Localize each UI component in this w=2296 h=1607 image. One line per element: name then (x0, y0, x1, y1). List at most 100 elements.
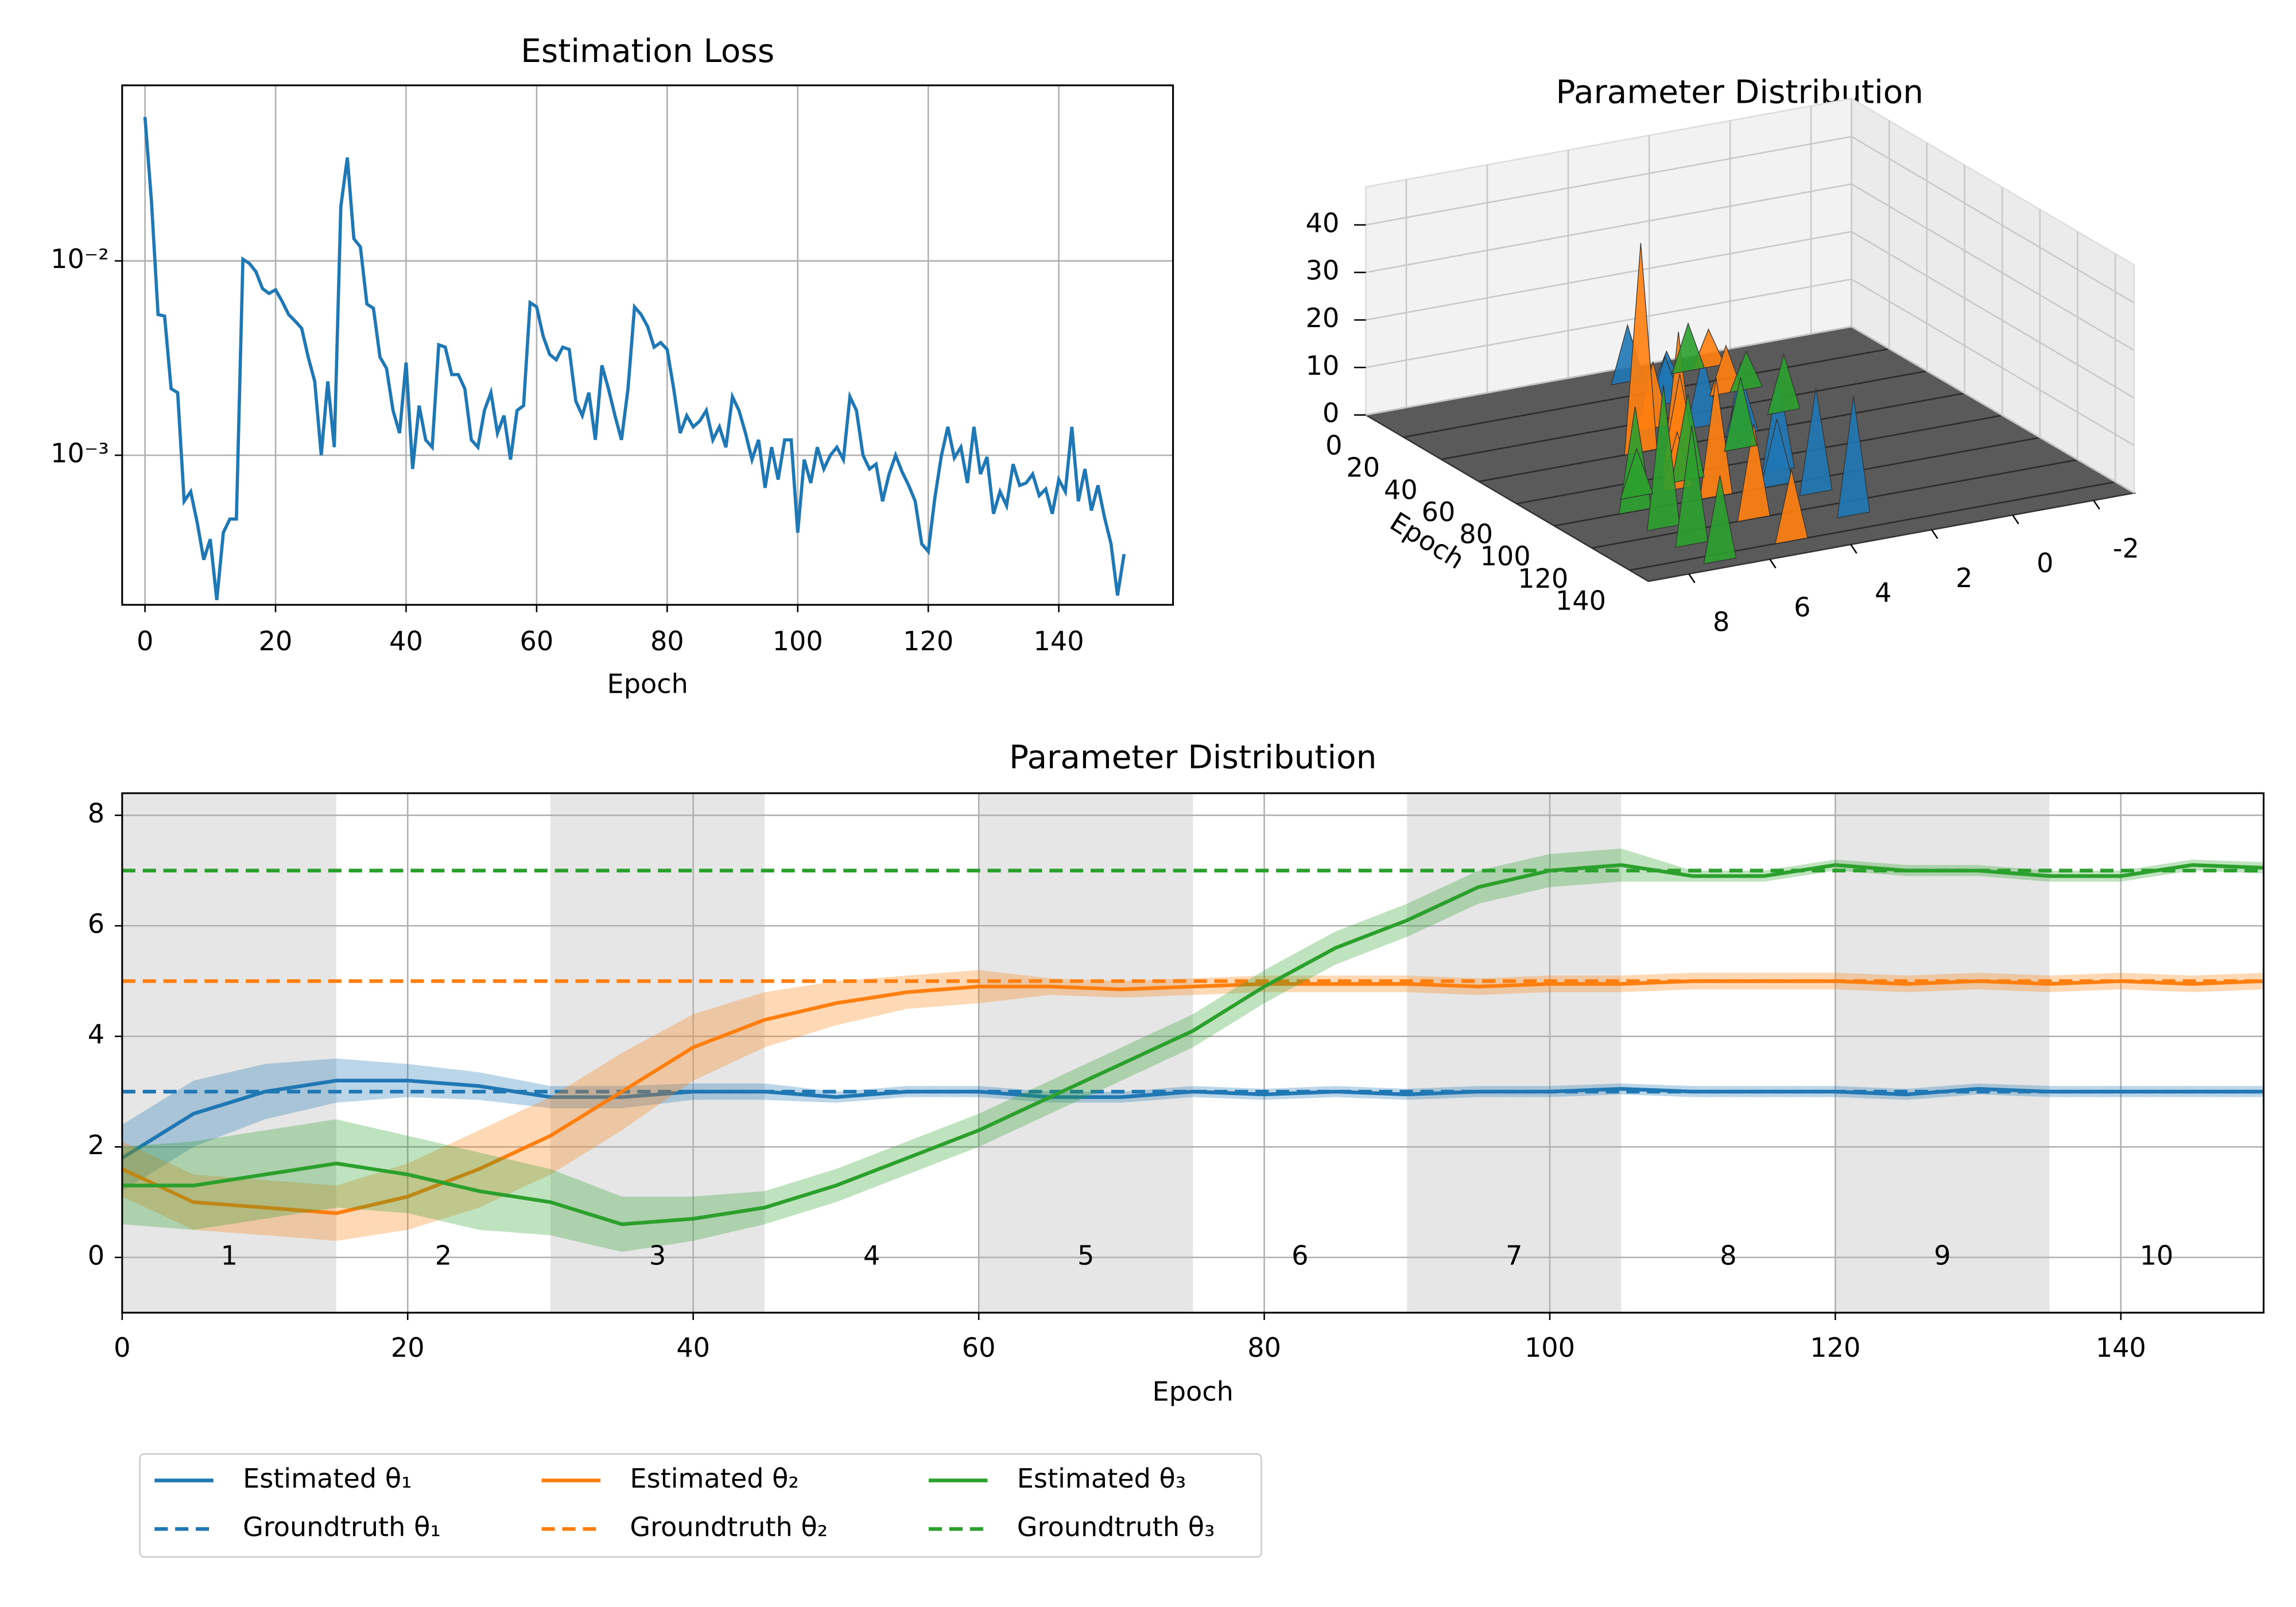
x-axis-label: Epoch (607, 668, 688, 699)
phase-label: 9 (1934, 1240, 1950, 1271)
grid-line (1366, 231, 2135, 399)
x-tick-label: 100 (1525, 1332, 1575, 1363)
z-tick-label: 20 (1306, 302, 1340, 333)
axes-frame (121, 84, 1174, 606)
phase-shade (550, 793, 765, 1313)
x-tick (2093, 500, 2100, 510)
phase-label: 10 (2140, 1240, 2174, 1271)
distribution-spike (1647, 385, 1680, 531)
y-tick-label: 0 (1325, 430, 1342, 461)
z-tick-label: 0 (1322, 398, 1339, 429)
axes-frame (121, 792, 2265, 1314)
y-tick-label: 60 (1422, 496, 1456, 527)
phase-label: 8 (1720, 1240, 1736, 1271)
x-tick-label: 8 (1713, 607, 1729, 638)
y-tick-label: 140 (1556, 585, 1606, 616)
distribution-spike (1724, 377, 1758, 452)
phase-label: 4 (863, 1240, 880, 1271)
estimate-line (121, 979, 2264, 1216)
x-tick-label: 60 (962, 1332, 996, 1363)
distribution-spike (1767, 353, 1801, 416)
distribution-spike (1774, 469, 1809, 545)
loss-line (143, 117, 1126, 600)
x-tick-label: 80 (1247, 1332, 1281, 1363)
phase-label: 7 (1506, 1240, 1522, 1271)
distribution-spike (1675, 425, 1709, 548)
phase-shade (122, 793, 336, 1313)
x-tick-label: 0 (2037, 548, 2053, 579)
distribution-spike (1686, 355, 1720, 430)
y-tick-label: 4 (88, 1019, 104, 1050)
phase-label: 1 (221, 1240, 238, 1271)
grid-line (1366, 278, 2135, 447)
x-tick-label: 100 (773, 626, 823, 657)
x-tick-label: 120 (903, 626, 953, 657)
floor-line (1592, 459, 2078, 549)
distribution-spike (1620, 448, 1654, 500)
distribution-spike (1837, 396, 1871, 519)
x-tick-label: -2 (2113, 533, 2139, 564)
x-tick (1688, 573, 1696, 584)
phase-label: 2 (435, 1240, 452, 1271)
phase-label: 5 (1077, 1240, 1094, 1271)
x-tick (1769, 558, 1777, 569)
confidence-band (122, 970, 2264, 1241)
y-tick-label: 10⁻³ (51, 438, 109, 469)
x-tick-label: 2 (1956, 562, 1972, 593)
y-tick-label: 0 (88, 1240, 104, 1271)
x-axis-label: Epoch (1153, 1376, 1234, 1407)
grid-line (1366, 135, 2135, 304)
legend-label: Estimated θ₁ (243, 1463, 412, 1494)
y-tick-label: 6 (88, 909, 104, 940)
y-tick-label: 80 (1459, 519, 1493, 550)
legend-label: Estimated θ₂ (630, 1463, 798, 1494)
x-tick-label: 140 (1034, 626, 1084, 657)
legend-label: Groundtruth θ₂ (630, 1512, 828, 1543)
y-tick-label: 40 (1384, 474, 1418, 505)
y-tick-label: 2 (88, 1129, 104, 1160)
phase-shade (979, 793, 1193, 1313)
y-tick-label: 8 (88, 798, 104, 829)
phase-label: 3 (649, 1240, 666, 1271)
x-tick-label: 80 (650, 626, 684, 657)
phase-label: 6 (1292, 1240, 1308, 1271)
x-tick-label: 40 (676, 1332, 710, 1363)
x-tick (2012, 514, 2019, 525)
x-tick-label: 60 (520, 626, 554, 657)
x-tick-label: 6 (1794, 592, 1810, 623)
x-tick (1850, 544, 1857, 554)
distribution-spike (1729, 350, 1763, 393)
distribution-spike (1737, 423, 1771, 522)
distribution-spike (1703, 475, 1737, 565)
distribution-spike (1671, 322, 1705, 375)
x-tick-label: 0 (114, 1332, 130, 1363)
grid-line (1366, 325, 2135, 494)
y-tick-label: 20 (1346, 452, 1380, 483)
z-tick-label: 40 (1306, 207, 1340, 238)
chart-title: Parameter Distribution (1556, 74, 1923, 111)
legend-label: Groundtruth θ₃ (1017, 1512, 1215, 1543)
x-tick-label: 0 (137, 626, 153, 657)
distribution-spike (1799, 388, 1833, 496)
legend: Estimated θ₁ Groundtruth θ₁ Estimated θ₂ Gr… (139, 1453, 1262, 1558)
grid-line (1366, 183, 2135, 351)
chart-title: Parameter Distribution (1009, 739, 1376, 777)
x-tick-label: 140 (2096, 1332, 2146, 1363)
estimate-line (121, 1078, 2264, 1160)
x-tick (1931, 529, 1938, 539)
y-tick-label: 10⁻² (51, 243, 109, 274)
x-tick-label: 20 (391, 1332, 425, 1363)
phase-shade (1835, 793, 2050, 1313)
y-tick-label: 100 (1480, 541, 1531, 572)
x-tick-label: 20 (259, 626, 293, 657)
distribution-spike (1760, 418, 1794, 489)
chart-title: Estimation Loss (521, 33, 774, 70)
z-tick-label: 10 (1306, 350, 1340, 381)
z-tick-label: 30 (1306, 255, 1340, 286)
legend-label: Groundtruth θ₁ (243, 1512, 441, 1543)
x-tick-label: 4 (1875, 577, 1891, 608)
legend-label: Estimated θ₃ (1017, 1463, 1186, 1494)
y-tick-label: 120 (1518, 563, 1568, 594)
